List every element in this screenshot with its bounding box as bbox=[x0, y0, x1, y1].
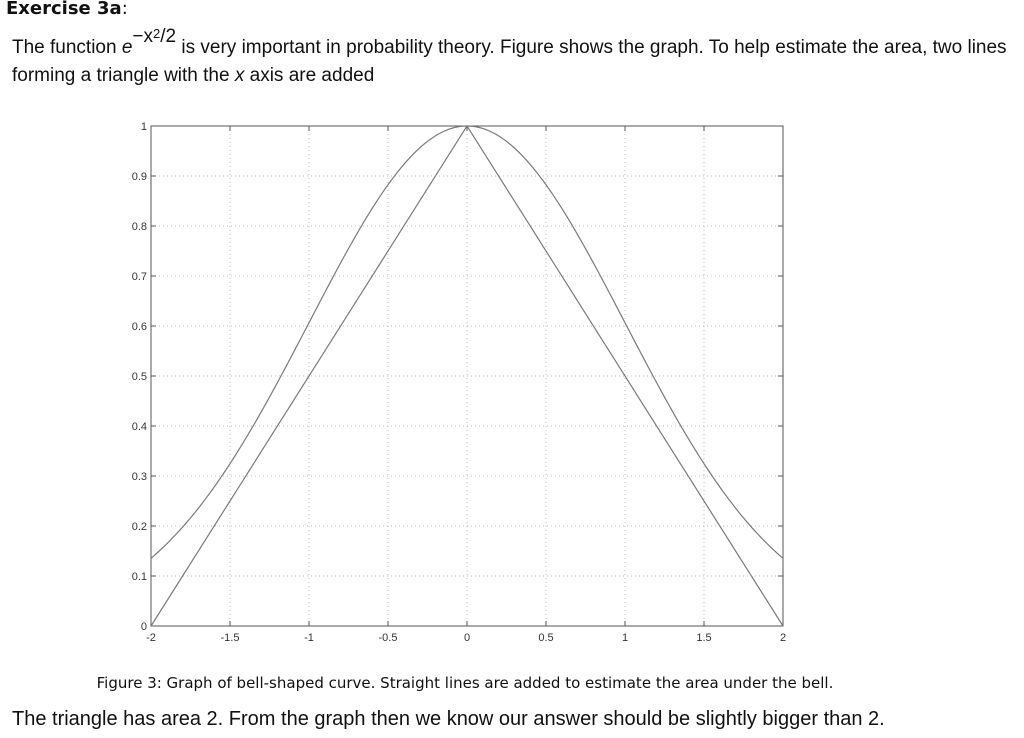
x-tick-label: 0.5 bbox=[538, 632, 553, 644]
y-tick-label: 0 bbox=[141, 621, 147, 633]
x-tick-label: 0 bbox=[464, 632, 470, 644]
conclusion-text: The triangle has area 2. From the graph … bbox=[12, 708, 885, 730]
function-exponent-post: /2 bbox=[160, 26, 177, 47]
function-exponent-square: 2 bbox=[153, 26, 161, 41]
x-tick-label: -2 bbox=[146, 632, 156, 644]
x-variable: x bbox=[234, 65, 245, 86]
paragraph-text-end: axis are added bbox=[244, 65, 375, 86]
y-tick-label: 0.8 bbox=[132, 221, 147, 233]
paragraph-text-start: The function bbox=[12, 37, 122, 58]
y-tick-label: 0.7 bbox=[132, 271, 147, 283]
function-base: e bbox=[121, 37, 133, 58]
bell-curve-chart: -2 -1.5 -1 -0.5 0 0.5 1 1.5 2 0 0.1 0.2 0.3 0.4 0.5 0.6… bbox=[132, 121, 786, 644]
x-tick-label: -1 bbox=[304, 632, 314, 644]
exercise-paragraph: The function e−x2/2 is very important in… bbox=[12, 26, 1012, 89]
triangle-lines bbox=[150, 124, 784, 627]
function-exponent-pre: −x bbox=[132, 26, 154, 47]
x-tick-label: -1.5 bbox=[221, 632, 240, 644]
y-tick-label: 1 bbox=[141, 121, 147, 133]
exercise-heading-colon: : bbox=[121, 0, 128, 19]
figure-caption: Figure 3: Graph of bell-shaped curve. St… bbox=[96, 674, 834, 692]
function-exponent: −x2/2 bbox=[132, 26, 176, 47]
paragraph-text-middle: is very important in probability theory.… bbox=[12, 37, 1007, 86]
y-tick-label: 0.5 bbox=[132, 371, 147, 383]
exercise-heading: Exercise 3a: bbox=[6, 0, 128, 19]
x-tick-label: -0.5 bbox=[379, 632, 398, 644]
y-tick-label: 0.4 bbox=[132, 421, 147, 433]
x-tick-label: 2 bbox=[780, 632, 786, 644]
y-tick-label: 0.6 bbox=[132, 321, 147, 333]
y-tick-label: 0.3 bbox=[132, 471, 147, 483]
exercise-heading-label: Exercise 3a bbox=[6, 0, 122, 19]
y-tick-label: 0.2 bbox=[132, 521, 147, 533]
y-tick-label: 0.1 bbox=[132, 571, 147, 583]
x-tick-label: 1 bbox=[622, 632, 628, 644]
x-tick-label: 1.5 bbox=[696, 632, 711, 644]
y-tick-label: 0.9 bbox=[132, 171, 147, 183]
